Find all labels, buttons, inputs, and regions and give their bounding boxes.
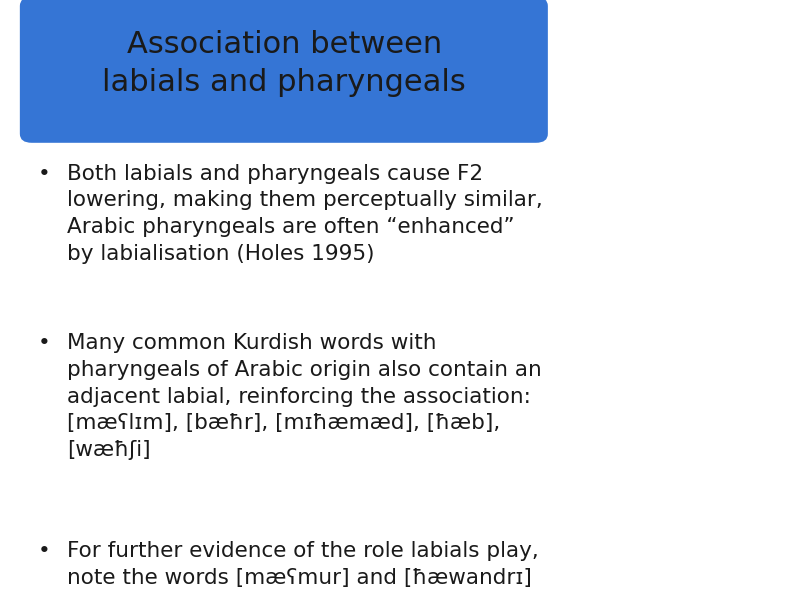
Text: •: • <box>37 541 50 562</box>
Text: Many common Kurdish words with
pharyngeals of Arabic origin also contain an
adja: Many common Kurdish words with pharyngea… <box>67 333 542 460</box>
Text: For further evidence of the role labials play,
note the words [mæʕmur] and [ħæwa: For further evidence of the role labials… <box>67 541 539 588</box>
FancyBboxPatch shape <box>20 0 548 143</box>
Text: •: • <box>37 333 50 353</box>
Text: Association between
labials and pharyngeals: Association between labials and pharynge… <box>102 30 466 97</box>
Text: •: • <box>37 164 50 184</box>
Text: Both labials and pharyngeals cause F2
lowering, making them perceptually similar: Both labials and pharyngeals cause F2 lo… <box>67 164 543 264</box>
